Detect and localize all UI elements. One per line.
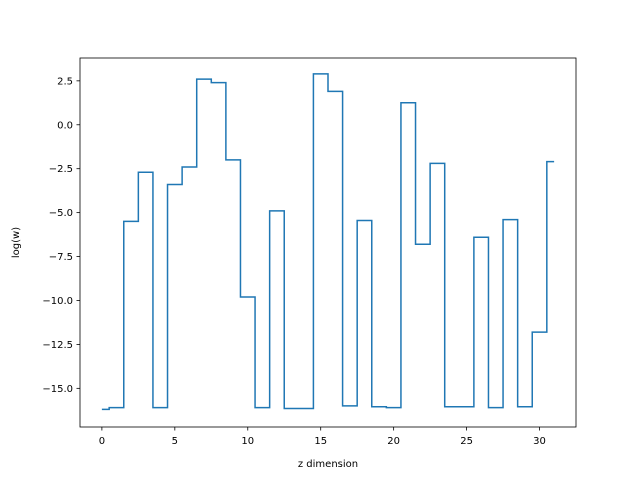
y-axis: 2.5 0.0 −2.5 −5.0 −7.5 −10.0 −12.5 −15.0 bbox=[42, 76, 80, 395]
y-tick-label: −7.5 bbox=[49, 252, 73, 263]
y-tick-label: −2.5 bbox=[49, 164, 73, 175]
axes-frame bbox=[79, 57, 577, 428]
y-tick-label: 0.0 bbox=[57, 120, 73, 131]
x-tick-label: 20 bbox=[387, 436, 400, 447]
y-tick-label: 2.5 bbox=[57, 76, 73, 87]
plot-area bbox=[101, 73, 555, 411]
x-axis: 0 5 10 15 20 25 30 bbox=[99, 427, 546, 447]
x-tick-label: 10 bbox=[241, 436, 254, 447]
x-tick-label: 5 bbox=[172, 436, 178, 447]
y-tick-label: −10.0 bbox=[42, 296, 73, 307]
series-line-0 bbox=[101, 73, 555, 411]
y-tick-label: −5.0 bbox=[49, 208, 73, 219]
x-tick-label: 15 bbox=[314, 436, 327, 447]
y-tick-label: −12.5 bbox=[42, 340, 73, 351]
x-tick-label: 0 bbox=[99, 436, 105, 447]
y-tick-label: −15.0 bbox=[42, 384, 73, 395]
y-axis-label: log(w) bbox=[11, 227, 22, 258]
x-axis-label: z dimension bbox=[298, 459, 358, 470]
x-tick-label: 30 bbox=[533, 436, 546, 447]
x-tick-label: 25 bbox=[460, 436, 473, 447]
